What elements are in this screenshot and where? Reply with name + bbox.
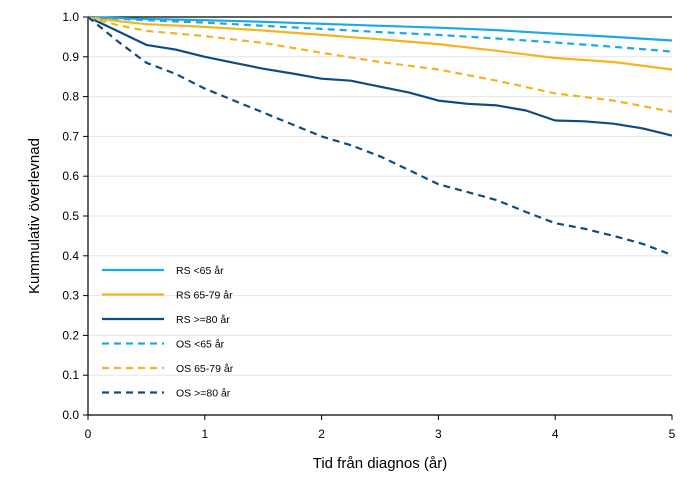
x-axis-title: Tid från diagnos (år): [313, 455, 448, 472]
y-axis-ticks: 0.0 0.1 0.2 0.3 0.4 0.5 0.6 0.7 0.8 0.9 1.0: [62, 10, 88, 422]
legend-label-4: OS 65-79 år: [176, 363, 234, 375]
series-line-5: [87, 16, 673, 257]
gridlines: [88, 56, 672, 376]
y-tick-label-1: 0.1: [62, 368, 79, 382]
y-tick-label-5: 0.5: [62, 209, 79, 223]
series-line-3: [87, 15, 673, 53]
y-tick-label-4: 0.4: [62, 249, 79, 263]
y-tick-label-8: 0.8: [62, 90, 79, 104]
x-tick-label-2: 2: [318, 427, 325, 441]
series-lines: [87, 15, 673, 257]
legend: RS <65 år RS 65-79 år RS >=80 år OS <65 år O…: [102, 265, 234, 400]
y-tick-label-3: 0.3: [62, 289, 79, 303]
y-axis-title: Kummulativ överlevnad: [26, 138, 43, 294]
legend-label-1: RS 65-79 år: [176, 290, 233, 302]
legend-label-2: RS >=80 år: [176, 314, 230, 326]
x-tick-label-3: 3: [435, 427, 442, 441]
x-axis-ticks: 0 1 2 3 4 5: [85, 415, 676, 441]
x-tick-label-4: 4: [552, 427, 559, 441]
legend-label-5: OS >=80 år: [176, 388, 231, 400]
legend-label-0: RS <65 år: [176, 265, 224, 277]
series-line-2: [87, 16, 673, 137]
legend-label-3: OS <65 år: [176, 339, 225, 351]
y-tick-label-0: 0.0: [62, 408, 79, 422]
x-tick-label-5: 5: [669, 427, 676, 441]
x-tick-label-1: 1: [201, 427, 208, 441]
series-line-1: [87, 15, 673, 71]
y-tick-label-9: 0.9: [62, 50, 79, 64]
y-tick-label-6: 0.6: [62, 169, 79, 183]
y-tick-label-10: 1.0: [62, 10, 79, 24]
series-line-0: [87, 15, 673, 42]
x-tick-label-0: 0: [85, 427, 92, 441]
y-tick-label-2: 0.2: [62, 328, 79, 342]
series-line-4: [87, 15, 673, 113]
y-tick-label-7: 0.7: [62, 129, 79, 143]
